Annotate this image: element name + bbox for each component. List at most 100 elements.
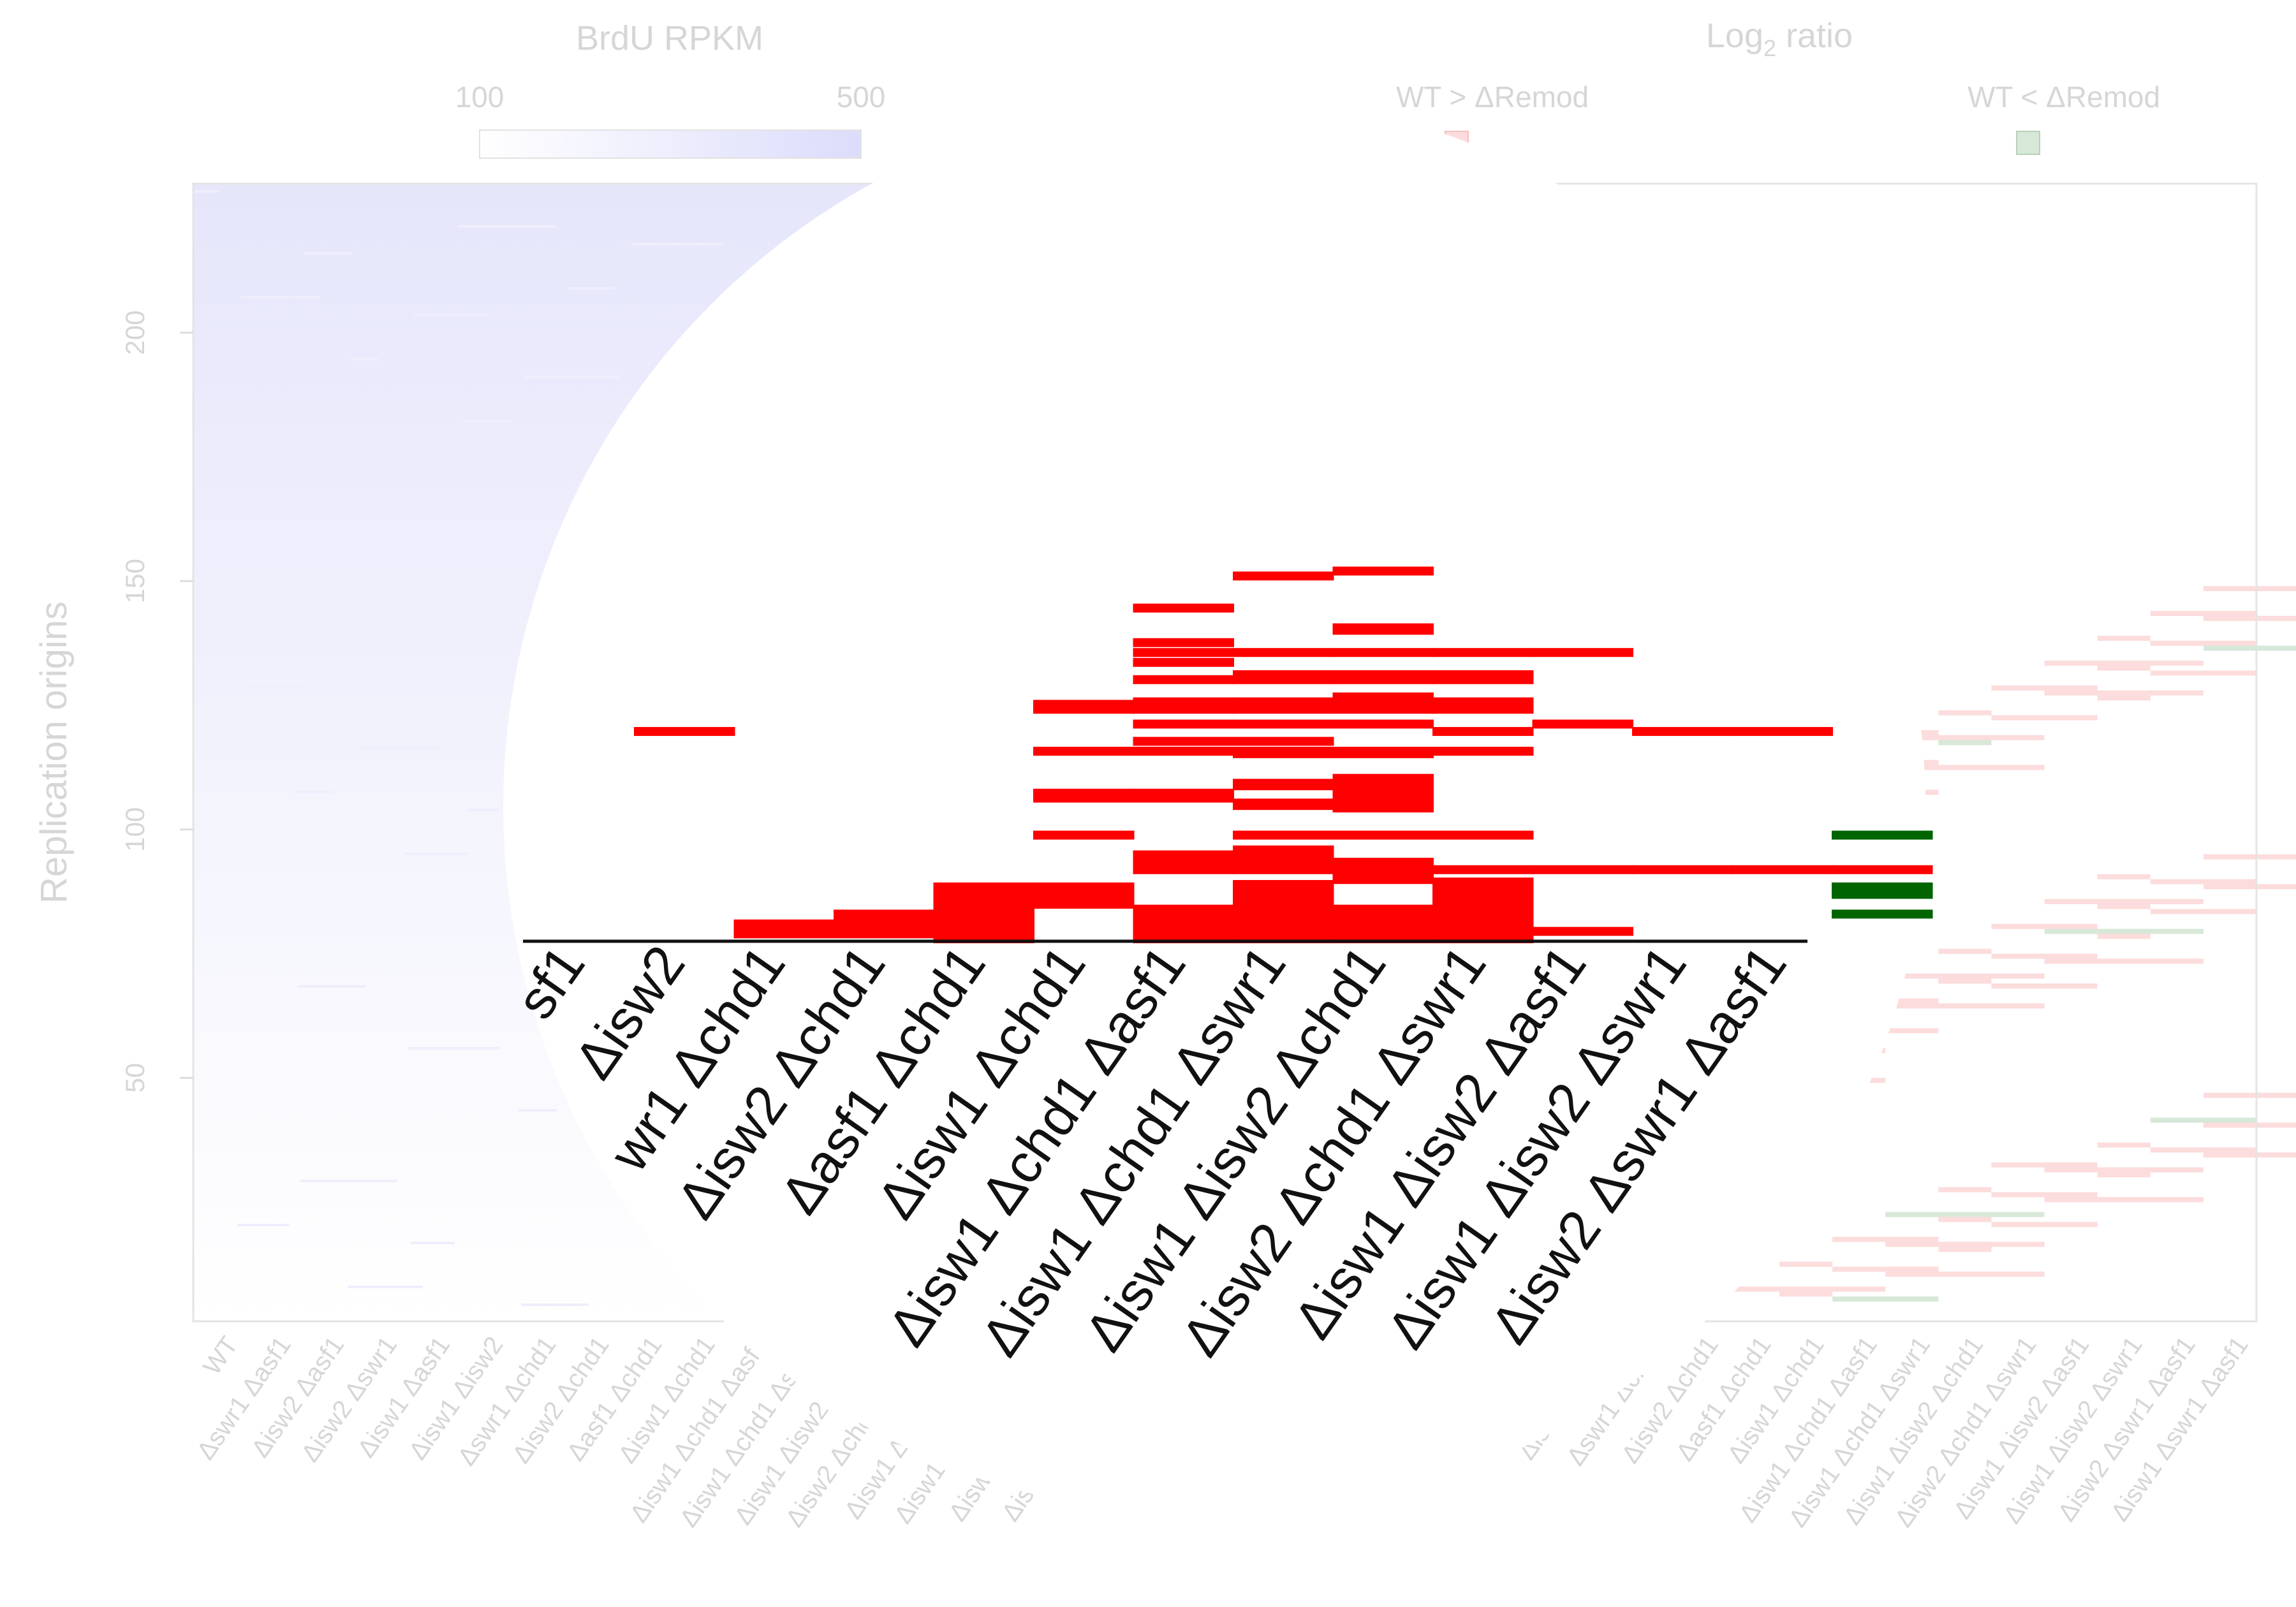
red-segment	[1233, 879, 1334, 944]
brdu-stripe	[408, 1047, 499, 1050]
red-segment	[1432, 697, 1534, 714]
red-segment	[1233, 747, 1334, 758]
log2-pos-cell	[2044, 1197, 2204, 1203]
log2-pos-cell	[2097, 874, 2151, 879]
brdu-stripe	[404, 853, 467, 855]
log2-pos-cell	[1832, 1236, 1939, 1242]
red-segment	[1332, 904, 1434, 944]
log2-pos-cell	[2150, 640, 2256, 646]
red-segment	[1033, 882, 1135, 909]
log2-pos-cell	[2203, 1122, 2296, 1128]
red-segment	[1332, 830, 1434, 840]
log2-neg-cell	[1938, 740, 1992, 745]
y-axis-label: Replication origins	[33, 601, 75, 904]
log2-pos-cell	[2203, 586, 2296, 592]
red-segment	[1632, 865, 1733, 874]
log2-pos-cell	[1832, 1266, 1939, 1272]
red-segment	[1133, 648, 1234, 657]
log2-pos-cell	[2097, 635, 2151, 641]
log2-legend-neg-label: WT < ΔRemod	[1968, 80, 2160, 114]
green-segment	[1832, 909, 1933, 919]
log2-pos-cell	[1885, 765, 2045, 770]
brdu-legend-min-label: 100	[455, 80, 504, 114]
brdu-stripe	[357, 747, 442, 749]
brdu-legend-gradient-bar	[479, 129, 862, 159]
red-segment	[1532, 865, 1633, 874]
log2-pos-cell	[2150, 610, 2256, 616]
red-segment	[1133, 747, 1234, 756]
log2-pos-cell	[1991, 1222, 2098, 1228]
red-segment	[1432, 648, 1534, 657]
brdu-legend: BrdU RPKM 100 500	[455, 19, 885, 159]
log2-pos-cell	[2044, 958, 2204, 964]
log2-pos-cell	[1885, 1003, 2045, 1009]
brdu-stripe	[294, 791, 334, 793]
log2-pos-cell	[1938, 710, 1992, 715]
brdu-stripe	[458, 225, 557, 228]
log2-pos-cell	[1938, 978, 1992, 984]
red-segment	[1332, 858, 1434, 884]
brdu-stripe	[297, 985, 365, 988]
brdu-stripe	[244, 490, 276, 493]
log2-pos-cell	[1991, 1192, 2098, 1198]
red-segment	[1432, 670, 1534, 684]
log2-neg-cell	[1885, 1212, 2045, 1217]
red-segment	[1432, 877, 1534, 944]
log2-pos-cell	[2044, 690, 2204, 696]
red-segment	[1233, 571, 1334, 581]
log2-pos-cell	[2203, 1152, 2296, 1158]
red-segment	[1332, 747, 1434, 758]
red-segment	[834, 909, 935, 939]
log2-neg-cell	[1832, 1296, 1939, 1302]
brdu-stripe	[354, 552, 410, 555]
log2-pos-cell	[2097, 934, 2151, 939]
red-segment	[1133, 737, 1234, 746]
log2-pos-cell	[2097, 1142, 2151, 1148]
log2-pos-cell	[1991, 685, 2098, 691]
red-segment	[1332, 670, 1434, 684]
log2-pos-cell	[2097, 904, 2151, 909]
log2-pos-cell	[2203, 884, 2296, 890]
y-axis-tick-label: 50	[120, 1063, 150, 1093]
log2-pos-cell	[2044, 1167, 2204, 1173]
red-segment	[1133, 904, 1234, 944]
red-segment	[1332, 774, 1434, 813]
red-segment	[1033, 747, 1135, 756]
x-axis-label: WT	[198, 1332, 244, 1380]
red-segment	[1233, 845, 1334, 874]
log2-pos-cell	[1938, 948, 1992, 954]
log2-pos-cell	[1885, 735, 2045, 740]
red-segment	[1332, 648, 1434, 657]
log2-pos-cell	[1938, 1217, 1992, 1222]
red-segment	[1233, 697, 1334, 714]
red-segment	[1233, 779, 1334, 791]
red-segment	[1233, 830, 1334, 840]
log2-pos-cell	[2203, 1092, 2296, 1098]
brdu-stripe	[414, 314, 487, 316]
log2-neg-cell	[2203, 645, 2296, 651]
brdu-stripe	[237, 1224, 289, 1226]
red-segment	[1332, 719, 1434, 729]
log2-pos-cell	[2097, 695, 2151, 701]
log2-legend: Log2 ratio WT > ΔRemod WT < ΔRemod	[1396, 17, 2160, 155]
log2-pos-cell	[1885, 1272, 2045, 1277]
log2-pos-cell	[1991, 983, 2098, 989]
brdu-stripe	[351, 358, 378, 360]
brdu-stripe	[304, 252, 353, 254]
red-segment	[1033, 830, 1135, 840]
log2-pos-cell	[2203, 854, 2296, 860]
red-segment	[1133, 675, 1234, 684]
brdu-stripe	[461, 420, 512, 422]
log2-neg-cell	[2044, 928, 2204, 934]
red-segment	[1532, 719, 1633, 729]
log2-pos-cell	[1938, 1187, 1992, 1192]
red-segment	[1133, 788, 1234, 803]
red-segment	[1432, 727, 1534, 737]
red-segment	[933, 882, 1034, 944]
log2-pos-cell	[2150, 879, 2256, 884]
log2-pos-cell	[1991, 1162, 2098, 1168]
brdu-stripe	[348, 1286, 423, 1288]
red-segment	[1233, 719, 1334, 729]
log2-pos-cell	[2097, 1172, 2151, 1178]
log2-pos-cell	[1938, 1247, 1992, 1252]
